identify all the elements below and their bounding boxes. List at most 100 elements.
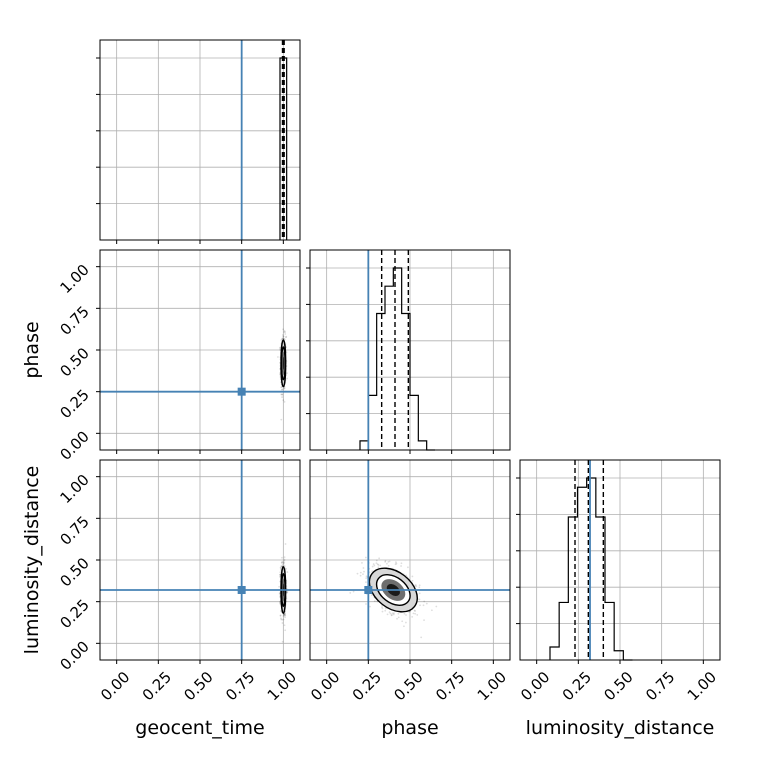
posterior-sample — [384, 607, 387, 610]
panel-phase-phase — [306, 249, 511, 454]
posterior-sample — [388, 560, 391, 563]
posterior-sample — [281, 388, 284, 391]
panel-frame — [309, 249, 511, 451]
y-tick-label: 1.00 — [56, 471, 92, 507]
posterior-sample — [280, 339, 283, 341]
posterior-sample — [285, 567, 287, 570]
posterior-sample — [386, 613, 389, 616]
posterior-sample — [283, 558, 286, 561]
posterior-sample — [422, 604, 425, 607]
posterior-sample — [373, 600, 376, 603]
posterior-sample — [384, 609, 387, 612]
posterior-sample — [370, 594, 373, 597]
posterior-sample — [283, 561, 286, 564]
posterior-sample — [393, 612, 395, 615]
posterior-sample — [283, 400, 286, 403]
posterior-sample — [284, 543, 287, 545]
posterior-sample — [401, 620, 404, 623]
x-tick-label: 0.25 — [139, 668, 175, 704]
posterior-sample — [280, 561, 283, 564]
posterior-sample — [416, 614, 419, 616]
posterior-sample — [279, 614, 282, 617]
posterior-sample — [384, 559, 387, 562]
posterior-sample — [283, 564, 286, 567]
posterior-sample — [394, 563, 397, 566]
posterior-sample — [280, 565, 283, 568]
posterior-sample — [283, 624, 286, 627]
posterior-sample — [283, 330, 286, 332]
posterior-sample — [282, 399, 285, 402]
truth-marker — [364, 586, 373, 594]
x-tick-label: 0.00 — [307, 668, 343, 704]
posterior-sample — [411, 575, 414, 578]
truth-marker — [237, 586, 246, 594]
posterior-sample — [365, 577, 368, 580]
posterior-sample — [418, 586, 421, 589]
y-axis-label-luminosity_distance: luminosity_distance — [21, 466, 43, 655]
posterior-sample — [279, 568, 282, 571]
posterior-sample — [281, 618, 284, 621]
posterior-sample — [420, 636, 423, 639]
posterior-sample — [281, 396, 283, 398]
posterior-sample — [419, 604, 421, 607]
posterior-sample — [363, 570, 365, 573]
posterior-sample — [279, 348, 281, 351]
posterior-sample — [279, 575, 281, 578]
posterior-sample — [283, 331, 286, 334]
posterior-sample — [404, 621, 407, 624]
posterior-sample — [400, 565, 402, 567]
posterior-sample — [278, 585, 281, 588]
posterior-sample — [281, 393, 284, 396]
x-tick-label: 1.00 — [684, 668, 720, 704]
posterior-sample — [405, 614, 407, 616]
posterior-sample — [425, 602, 428, 605]
y-tick-label: 0.50 — [56, 554, 92, 590]
posterior-sample — [284, 616, 286, 619]
posterior-sample — [430, 609, 433, 612]
posterior-sample — [414, 583, 417, 586]
posterior-sample — [285, 335, 288, 338]
posterior-sample — [411, 616, 414, 618]
posterior-sample — [400, 562, 403, 565]
posterior-sample — [375, 559, 378, 562]
posterior-sample — [286, 377, 288, 380]
posterior-sample — [381, 606, 383, 609]
x-tick-label: 0.50 — [600, 668, 636, 704]
posterior-sample — [386, 562, 388, 565]
panel-frame — [519, 459, 721, 661]
density-layer — [349, 556, 438, 639]
posterior-sample — [356, 572, 359, 575]
posterior-sample — [391, 612, 394, 615]
posterior-sample — [286, 591, 289, 594]
posterior-sample — [281, 556, 283, 559]
posterior-sample — [280, 393, 283, 396]
panel-frame — [99, 39, 301, 241]
posterior-sample — [391, 614, 393, 616]
panel-luminosity_distance-luminosity_distance — [516, 459, 721, 664]
y-tick-label: 0.00 — [56, 637, 92, 673]
posterior-sample — [395, 562, 398, 565]
posterior-sample — [403, 612, 406, 615]
posterior-sample — [372, 563, 375, 565]
posterior-sample — [281, 563, 284, 566]
posterior-sample — [388, 611, 391, 613]
posterior-sample — [365, 575, 368, 578]
posterior-sample — [362, 567, 365, 569]
x-tick-label: 0.00 — [97, 668, 133, 704]
posterior-sample — [376, 563, 379, 566]
posterior-sample — [373, 564, 376, 567]
posterior-sample — [377, 566, 380, 569]
x-tick-label: 0.50 — [390, 668, 426, 704]
posterior-sample — [418, 584, 421, 587]
y-tick-label: 0.75 — [56, 512, 92, 548]
posterior-sample — [284, 612, 287, 615]
posterior-sample — [369, 605, 371, 608]
posterior-sample — [286, 571, 289, 573]
posterior-sample — [283, 387, 286, 390]
posterior-sample — [282, 328, 285, 331]
posterior-sample — [407, 566, 409, 569]
posterior-sample — [279, 567, 282, 569]
posterior-sample — [279, 573, 282, 576]
posterior-sample — [285, 336, 287, 339]
histogram-phase — [359, 267, 435, 451]
